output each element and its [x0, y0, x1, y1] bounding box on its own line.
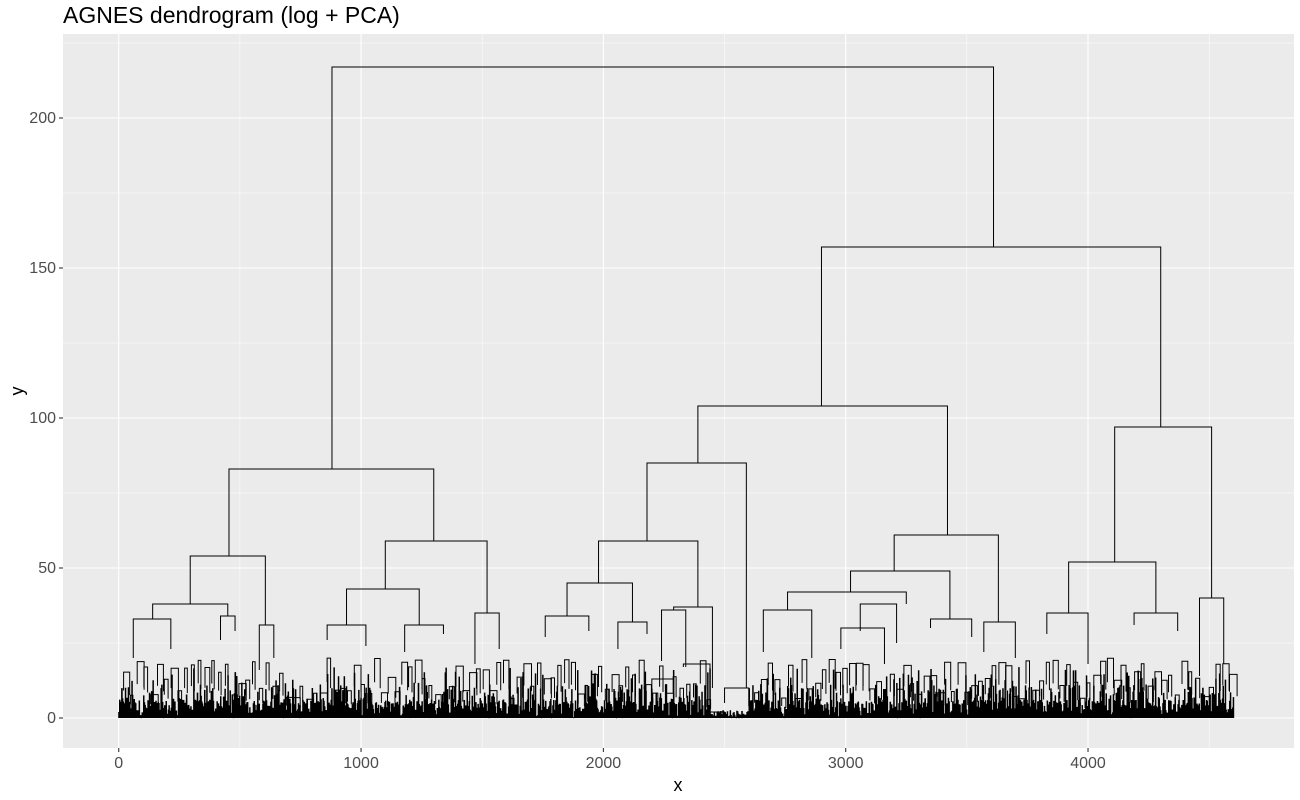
dendrogram-link	[850, 570, 951, 619]
y-tick-label: 150	[29, 260, 56, 277]
dendrogram-link	[859, 603, 898, 643]
dendrogram-link	[893, 534, 999, 622]
chart-title: AGNES dendrogram (log + PCA)	[63, 2, 400, 28]
dendrogram-link	[544, 615, 590, 637]
x-tick-label: 4000	[1070, 755, 1106, 772]
dendrogram-leaf-links	[118, 667, 1235, 719]
dendrogram-link	[1068, 561, 1157, 613]
x-tick-label: 2000	[586, 755, 622, 772]
dendrogram-link	[983, 621, 1016, 658]
dendrogram-link	[474, 612, 500, 664]
dendrogram-subclusters	[123, 657, 1238, 709]
dendrogram-link	[617, 621, 648, 649]
dendrogram-link	[220, 615, 236, 640]
dendrogram-link	[228, 468, 435, 556]
dendrogram-link	[673, 606, 713, 688]
y-axis-title: y	[7, 387, 27, 396]
y-tick-label: 0	[47, 710, 56, 727]
dendrogram-link	[646, 462, 747, 688]
dendrogram-link	[787, 591, 907, 610]
dendrogram-link	[152, 603, 229, 619]
dendrogram-link	[258, 624, 275, 670]
x-tick-label: 1000	[343, 755, 379, 772]
x-tick-label: 3000	[828, 755, 864, 772]
y-axis: 0 50 100 150 200	[29, 110, 63, 727]
dendrogram-link	[762, 609, 813, 658]
dendrogram-link	[404, 624, 444, 652]
dendrogram-link	[1114, 426, 1213, 598]
dendrogram-link	[1133, 612, 1179, 631]
dendrogram-link	[384, 540, 488, 613]
dendrogram-link	[326, 624, 367, 646]
dendrogram-leaves	[118, 657, 1238, 719]
dendrogram-link	[661, 609, 687, 667]
dendrogram-link	[820, 246, 1162, 427]
dendrogram-link	[346, 588, 420, 625]
y-tick-label: 200	[29, 110, 56, 127]
dendrogram-link	[697, 405, 948, 535]
dendrogram-link	[566, 582, 633, 622]
dendrogram-link	[132, 618, 172, 658]
x-tick-label: 0	[114, 755, 123, 772]
y-tick-label: 50	[38, 560, 56, 577]
dendrogram-link	[1198, 597, 1225, 676]
dendrogram	[132, 66, 1225, 715]
x-axis-title: x	[674, 775, 683, 795]
dendrogram-link	[598, 540, 699, 607]
dendrogram-link	[840, 627, 885, 664]
dendrogram-link	[189, 555, 266, 625]
dendrogram-link	[930, 618, 973, 637]
dendrogram-link	[331, 66, 995, 469]
dendrogram-link	[1046, 612, 1089, 664]
x-axis: 0 1000 2000 3000 4000	[114, 748, 1106, 772]
minor-gridlines	[63, 34, 1294, 748]
plot-panel	[63, 34, 1294, 748]
y-tick-label: 100	[29, 410, 56, 427]
